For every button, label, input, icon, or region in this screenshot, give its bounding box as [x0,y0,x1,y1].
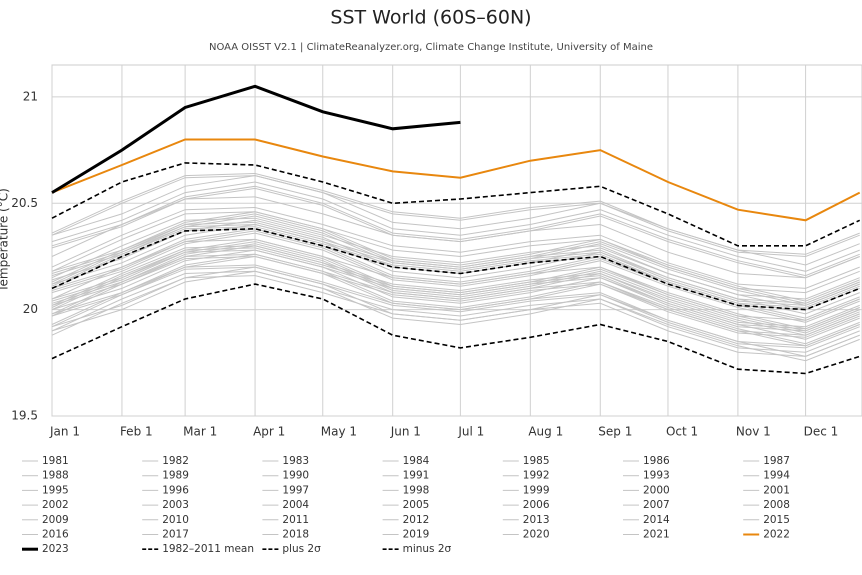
series-line [51,226,860,309]
legend-label: 1981 [42,455,69,467]
legend-label: 2015 [763,514,790,526]
legend-label: plus 2σ [282,543,321,555]
legend-label: 2008 [763,499,790,511]
legend-label: 2003 [162,499,189,511]
legend-label: 2020 [523,529,550,541]
legend-label: 1994 [763,470,790,482]
series-line [51,138,861,222]
series-line [51,253,860,345]
y-axis-label: Temperature (°C) [0,188,11,293]
series-line [51,187,860,279]
legend-label: 2000 [643,484,670,496]
legend-label: 1989 [162,470,189,482]
series-line [51,255,860,338]
legend-label: 2006 [523,499,550,511]
chart-subtitle: NOAA OISST V2.1 | ClimateReanalyzer.org,… [209,42,653,53]
series-line [51,253,860,336]
x-tick-label: Apr 1 [253,425,285,439]
legend-label: 2004 [282,499,309,511]
legend-label: 2017 [162,529,189,541]
x-tick-label: Feb 1 [120,425,153,439]
series-line [51,162,861,247]
chart-title: SST World (60S–60N) [330,7,531,29]
series-line [51,232,860,323]
legend-label: 2013 [523,514,550,526]
y-tick-label: 21 [23,89,38,103]
legend-label: 2022 [763,529,790,541]
series-line [51,283,860,375]
legend-label: 1986 [643,455,670,467]
legend-label: 2010 [162,514,189,526]
legend-label: 1993 [643,470,670,482]
legend-label: 2014 [643,514,670,526]
legend-label: 2001 [763,484,790,496]
x-tick-label: Oct 1 [666,425,698,439]
series-line [51,249,860,332]
legend-label: 1990 [282,470,309,482]
series-line [51,185,860,277]
series-line [51,245,860,328]
y-tick-label: 20.5 [11,196,38,210]
y-tick-label: 19.5 [11,409,38,423]
series-line [51,211,860,294]
series-line [51,211,860,302]
series-line [51,275,860,357]
series-line [51,221,860,304]
legend-label: 1996 [162,484,189,496]
legend-label: 2011 [282,514,309,526]
x-tick-label: Jul 1 [457,425,484,439]
legend-label: 2005 [403,499,430,511]
legend-label: minus 2σ [403,543,452,555]
legend-label: 2018 [282,529,309,541]
series-line [51,215,860,306]
legend-label: 1984 [403,455,430,467]
legend-label: 2012 [403,514,430,526]
series-line [51,172,860,255]
series-line [51,264,860,347]
legend-label: 1983 [282,455,309,467]
y-tick-label: 20 [23,302,38,316]
legend-label: 1987 [763,455,790,467]
legend-label: 1997 [282,484,309,496]
x-tick-label: Mar 1 [183,425,217,439]
series-line [51,227,860,311]
legend-label: 1992 [523,470,550,482]
series-line [51,270,860,362]
legend-label: 2023 [42,543,69,555]
x-tick-label: Jun 1 [390,425,421,439]
legend-label: 1988 [42,470,69,482]
legend-label: 2007 [643,499,670,511]
series-line [51,238,860,321]
series-line [51,247,860,330]
legend-label: 1998 [403,484,430,496]
series-line [51,243,860,334]
legend-label: 1982–2011 mean [162,543,254,555]
series-line [51,270,860,353]
legend-label: 1985 [523,455,550,467]
legend-label: 1999 [523,484,550,496]
legend-label: 2009 [42,514,69,526]
legend-label: 1982 [162,455,189,467]
x-tick-label: Aug 1 [528,425,563,439]
legend-label: 2021 [643,529,670,541]
series-line [51,84,461,194]
x-tick-label: Jan 1 [49,425,80,439]
x-tick-label: Nov 1 [736,425,771,439]
series-line [51,175,860,258]
legend-label: 1991 [403,470,430,482]
x-tick-label: Sep 1 [598,425,632,439]
series-line [51,266,860,349]
legend-label: 2016 [42,529,69,541]
legend-label: 1995 [42,484,69,496]
series-line [51,181,860,272]
x-tick-label: May 1 [321,425,357,439]
series-line [51,206,860,289]
x-tick-label: Dec 1 [804,425,839,439]
legend-label: 2002 [42,499,69,511]
legend-label: 2019 [403,529,430,541]
